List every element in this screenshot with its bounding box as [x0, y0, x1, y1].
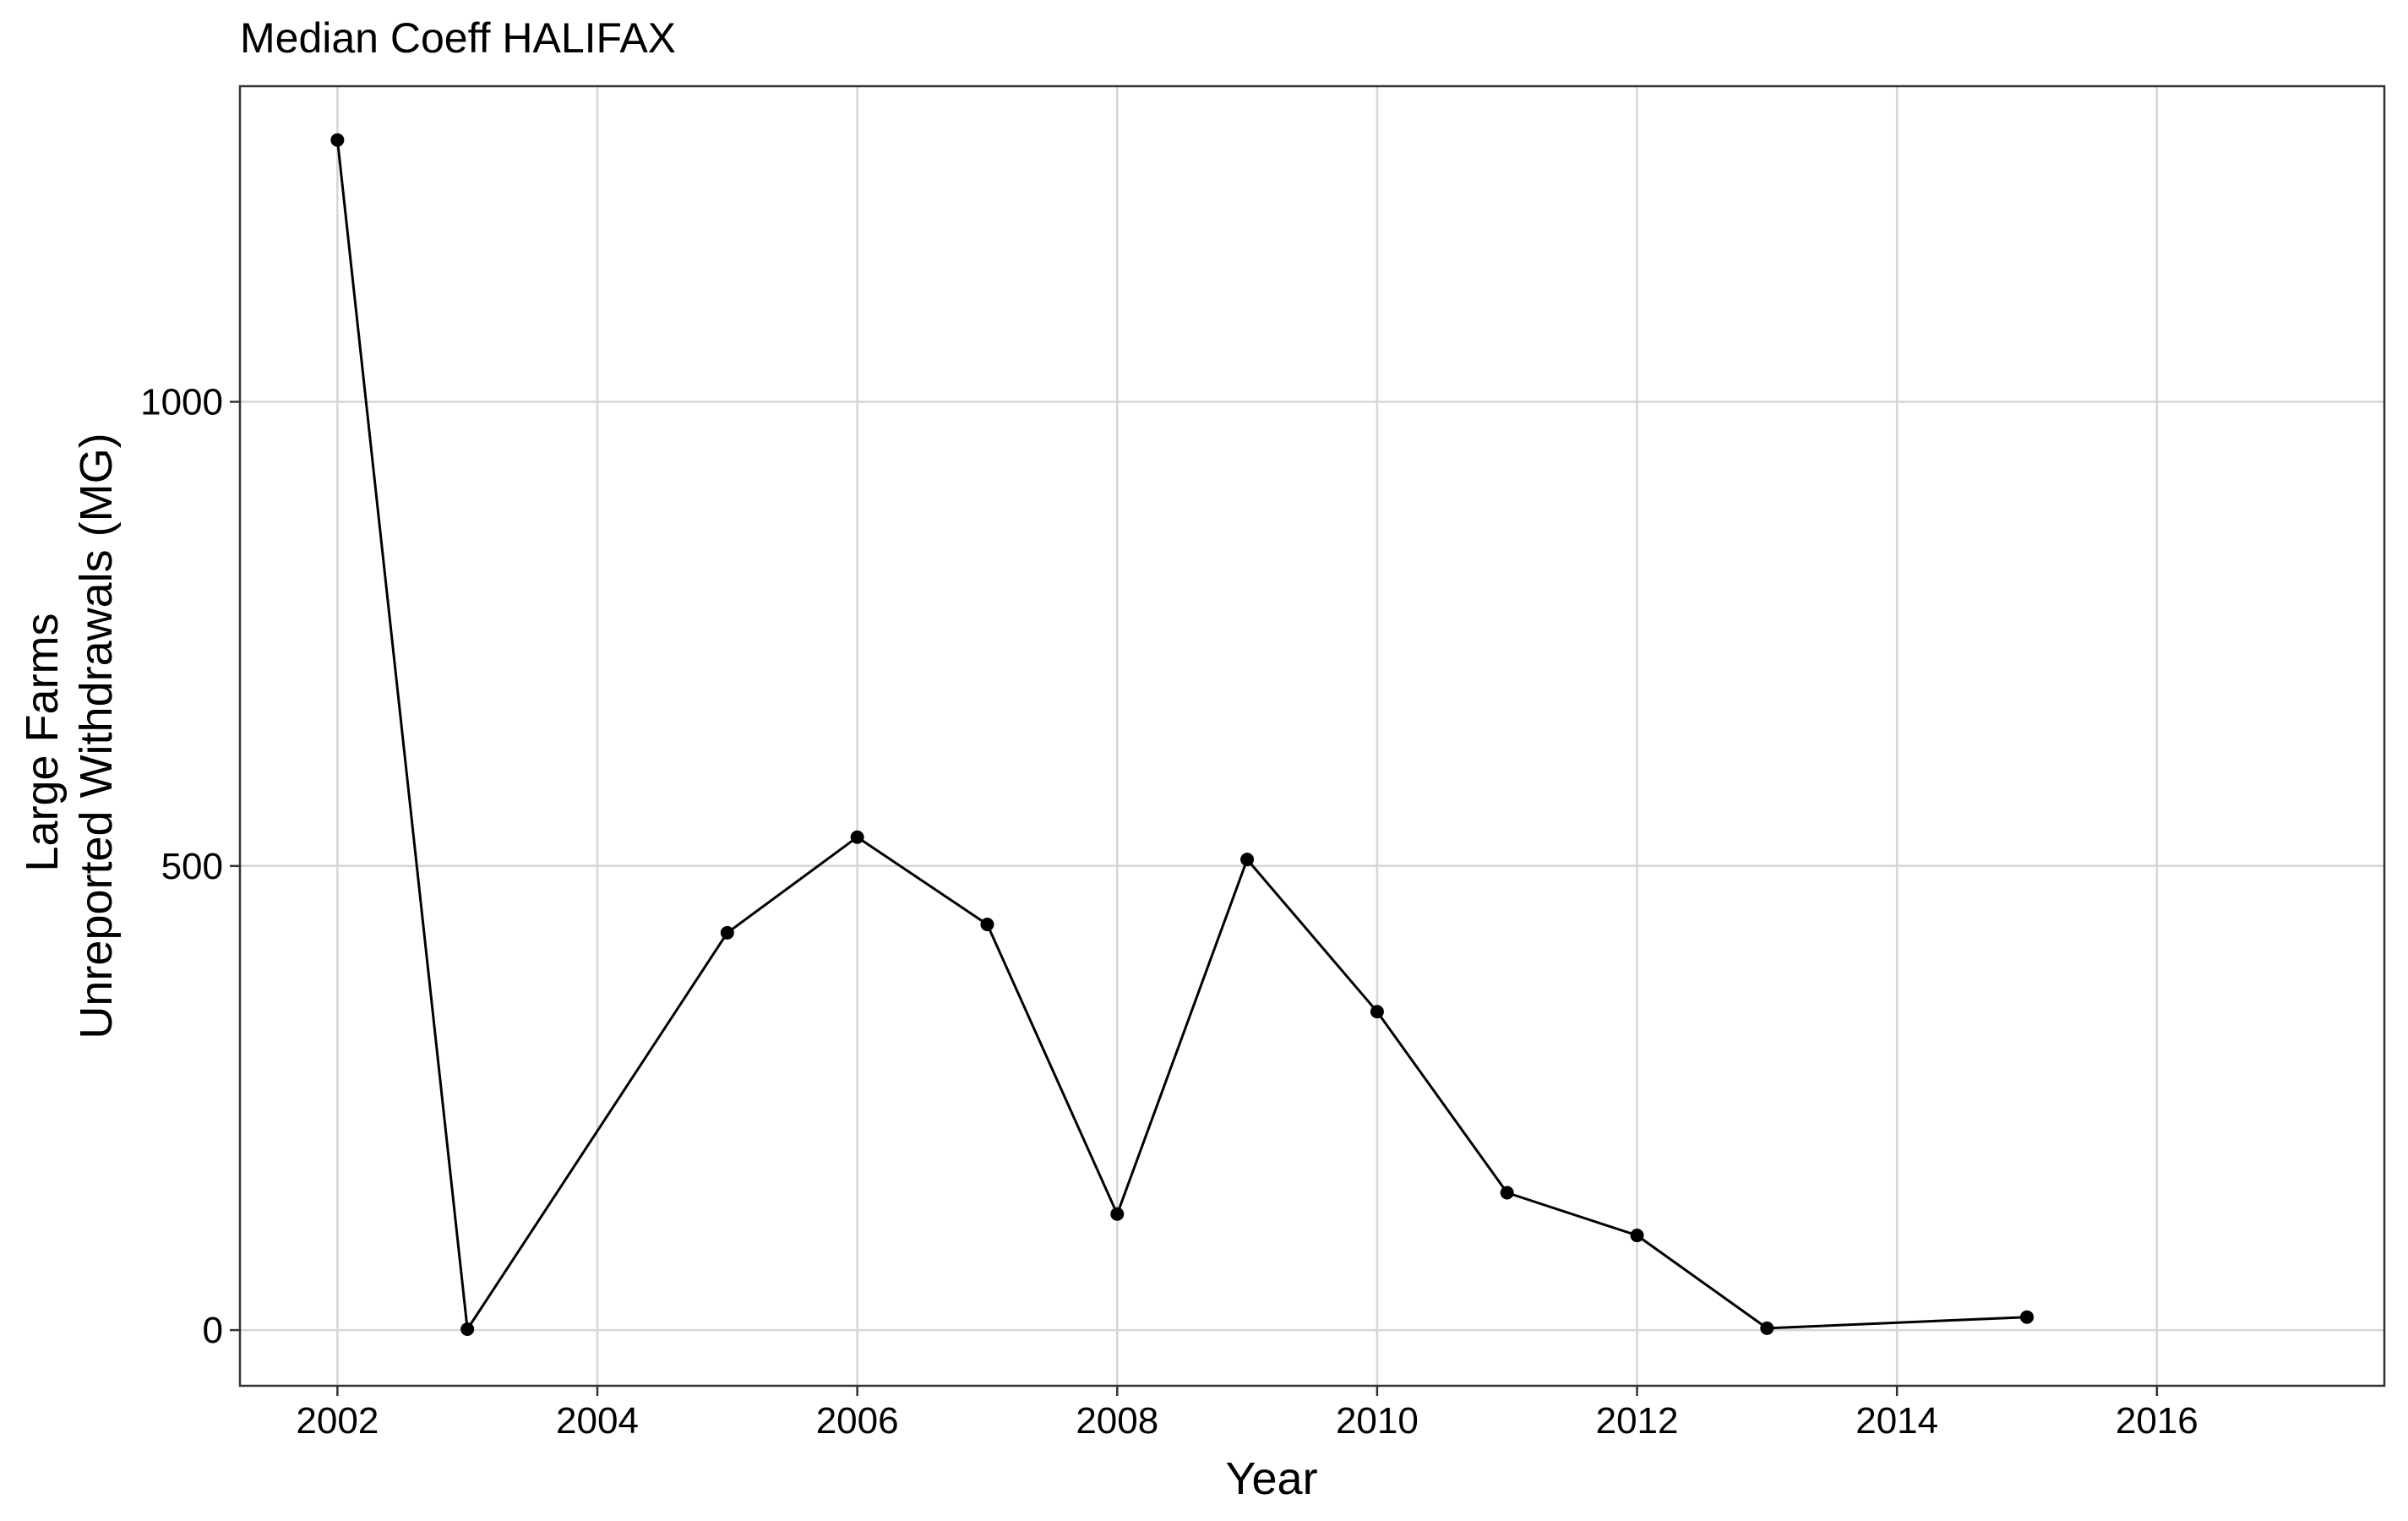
y-tick-label: 500: [161, 846, 223, 887]
x-tick-label: 2008: [1076, 1400, 1158, 1442]
series-group: [330, 133, 2034, 1336]
axes: 2002 2004 2006 2008 2010 2012 2014 2016 0 500 1000: [140, 382, 2198, 1442]
x-axis-title: Year: [1225, 1453, 1317, 1504]
y-tick-label: 1000: [140, 382, 223, 423]
plot-panel-border: [238, 84, 2386, 1387]
data-point: [330, 133, 345, 147]
x-tick-label: 2006: [816, 1400, 899, 1442]
data-point: [1630, 1229, 1644, 1243]
x-tick-label: 2010: [1336, 1400, 1419, 1442]
x-tick-label: 2016: [2116, 1400, 2198, 1442]
chart-title: Median Coeff HALIFAX: [240, 14, 676, 62]
x-tick-label: 2004: [556, 1400, 639, 1442]
series-line: [335, 139, 2028, 1331]
data-point: [980, 918, 994, 932]
data-point: [1240, 853, 1255, 867]
y-axis-title: Large Farms Unreported Withdrawals (MG): [17, 433, 122, 1039]
data-point: [720, 925, 734, 940]
x-tick-label: 2014: [1855, 1400, 1938, 1442]
x-tick-label: 2012: [1596, 1400, 1679, 1442]
y-tick-label: 0: [203, 1310, 223, 1351]
data-point: [2020, 1310, 2034, 1324]
x-tick-label: 2002: [296, 1400, 379, 1442]
data-point: [460, 1322, 475, 1336]
gridlines: [240, 86, 2384, 1386]
data-point: [1760, 1321, 1774, 1335]
data-point: [1110, 1207, 1125, 1221]
data-point: [1500, 1186, 1514, 1200]
data-point: [1370, 1005, 1384, 1019]
y-axis-title-line-1: Large Farms: [17, 613, 68, 871]
data-point: [850, 830, 864, 844]
y-axis-title-line-2: Unreported Withdrawals (MG): [71, 433, 122, 1039]
